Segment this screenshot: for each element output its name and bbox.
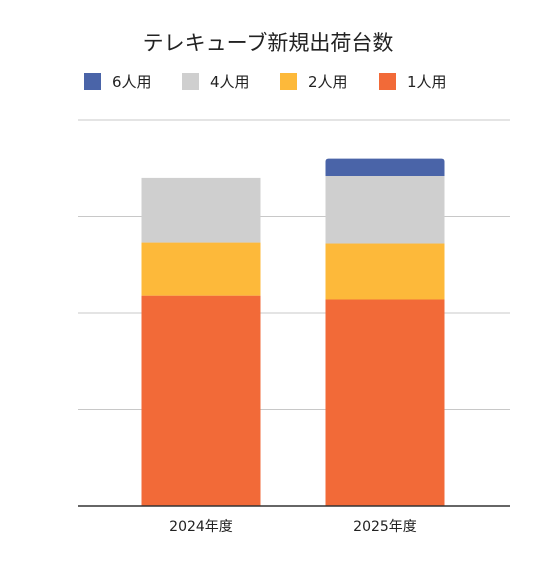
bar-2025年度-2人用	[325, 243, 445, 300]
legend-swatch-6人用	[84, 73, 101, 90]
chart-bars	[141, 158, 445, 506]
chart-title: テレキューブ新規出荷台数	[143, 31, 394, 55]
bar-2024年度-4人用	[141, 177, 261, 243]
legend-label-1人用: 1人用	[407, 73, 447, 91]
legend-swatch-4人用	[182, 73, 199, 90]
legend-swatch-1人用	[379, 73, 396, 90]
bar-2025年度-1人用	[325, 299, 445, 506]
x-tick-label-2024年度: 2024年度	[169, 519, 233, 535]
bar-2025年度-4人用	[325, 175, 445, 244]
legend-swatch-2人用	[280, 73, 297, 90]
bar-2025年度-6人用	[325, 158, 445, 176]
x-tick-label-2025年度: 2025年度	[353, 519, 417, 535]
legend-label-4人用: 4人用	[210, 73, 250, 91]
bar-2024年度-2人用	[141, 242, 261, 296]
x-axis-ticks: 2024年度 2025年度	[169, 519, 417, 535]
bar-2024年度-1人用	[141, 295, 261, 506]
legend-label-2人用: 2人用	[308, 73, 348, 91]
legend-label-6人用: 6人用	[112, 73, 152, 91]
chart-legend: 6人用 4人用 2人用 1人用	[84, 73, 447, 91]
